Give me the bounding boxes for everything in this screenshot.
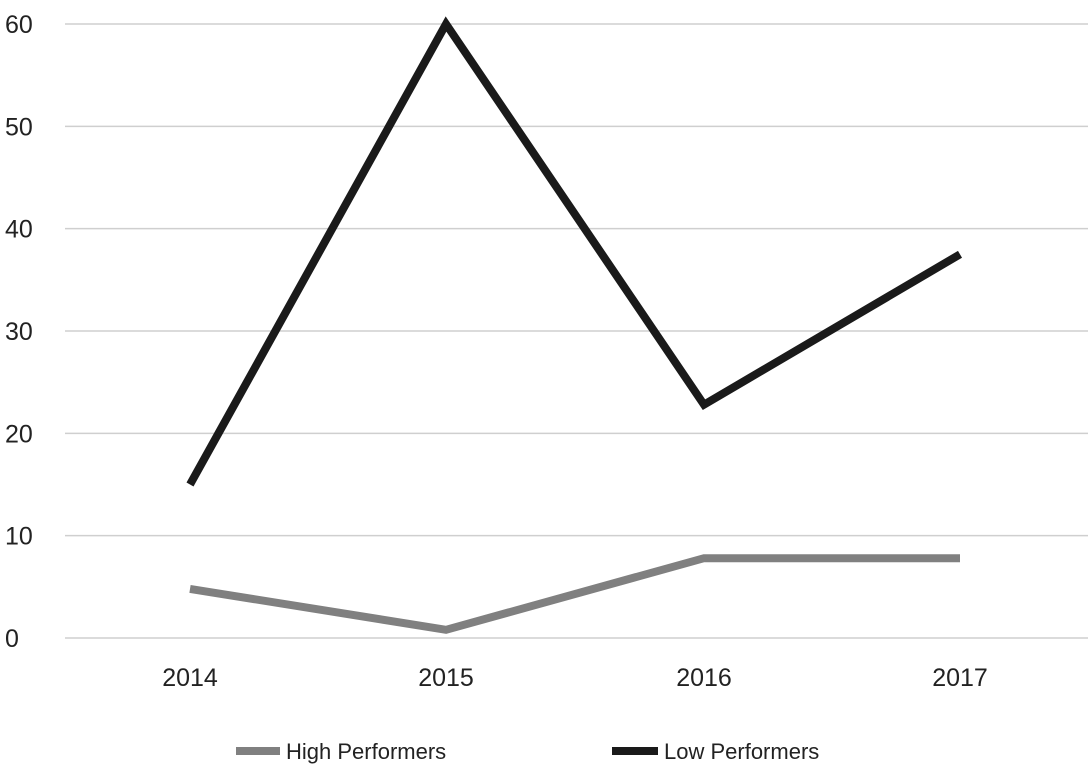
y-axis-ticks: 0 10 20 30 40 50 60 <box>5 11 33 653</box>
legend-label-low-performers: Low Performers <box>664 739 819 764</box>
y-tick-label: 60 <box>5 11 33 39</box>
x-axis-ticks: 2014 2015 2016 2017 <box>162 664 988 692</box>
legend-label-high-performers: High Performers <box>286 739 446 764</box>
y-tick-label: 40 <box>5 216 33 244</box>
y-tick-label: 10 <box>5 523 33 551</box>
x-tick-label: 2016 <box>676 664 732 692</box>
series-line-high-performers <box>189 554 960 634</box>
series-lines <box>186 16 963 634</box>
x-tick-label: 2015 <box>418 664 474 692</box>
y-tick-label: 30 <box>5 318 33 346</box>
y-tick-label: 20 <box>5 420 33 448</box>
series-line-low-performers <box>186 16 963 487</box>
y-tick-label: 0 <box>5 625 19 653</box>
x-tick-label: 2014 <box>162 664 218 692</box>
y-tick-label: 50 <box>5 113 33 141</box>
grid-lines <box>65 23 1088 639</box>
legend: High Performers Low Performers <box>236 739 819 764</box>
x-tick-label: 2017 <box>932 664 988 692</box>
